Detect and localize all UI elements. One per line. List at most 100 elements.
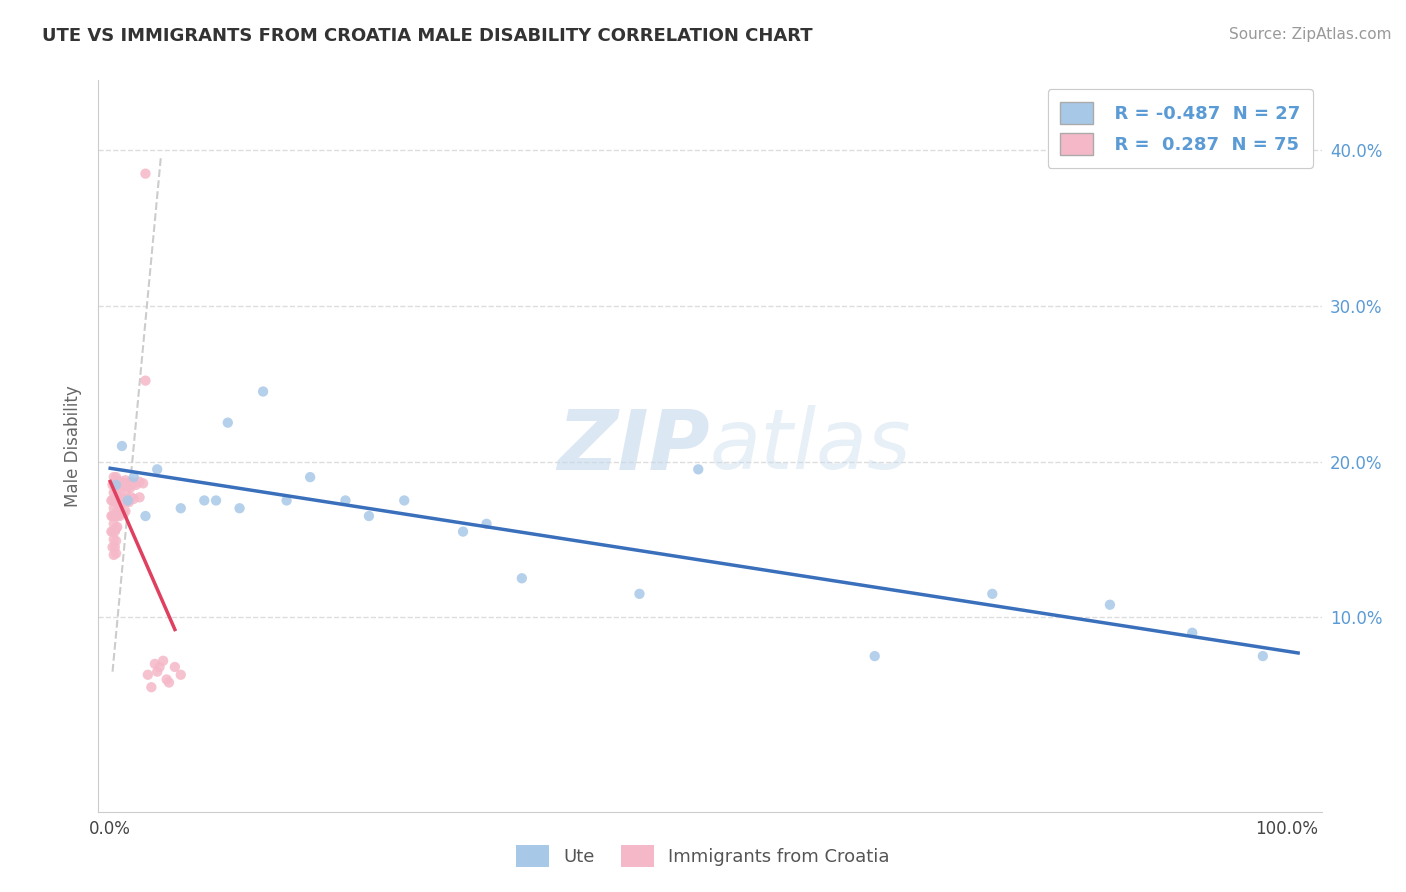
Point [104,540,127,554]
Point [105,495,128,509]
Point [105,520,128,534]
Point [104,493,127,508]
Point [193,493,215,508]
Point [170,501,193,516]
Point [108,478,131,492]
Point [100,509,122,524]
Point [122,470,145,484]
Point [299,470,322,484]
Point [1181,625,1204,640]
Point [170,667,193,681]
Legend:   R = -0.487  N = 27,   R =  0.287  N = 75: R = -0.487 N = 27, R = 0.287 N = 75 [1047,89,1313,168]
Point [104,509,127,524]
Point [103,516,125,531]
Point [112,478,135,492]
Point [688,462,710,476]
Point [112,495,135,509]
Point [101,509,124,524]
Point [1251,649,1274,664]
Point [105,473,128,487]
Point [107,491,129,506]
Point [111,439,134,453]
Point [122,476,145,491]
Point [134,509,156,524]
Point [114,489,136,503]
Point [118,479,141,493]
Point [105,509,128,524]
Y-axis label: Male Disability: Male Disability [65,385,83,507]
Point [146,462,169,476]
Text: Source: ZipAtlas.com: Source: ZipAtlas.com [1229,27,1392,42]
Point [114,504,136,518]
Point [105,478,128,492]
Point [104,478,127,492]
Point [136,667,159,681]
Point [163,660,186,674]
Point [112,493,135,508]
Point [128,475,150,489]
Point [110,497,132,511]
Point [392,493,416,508]
Point [120,491,142,505]
Point [981,587,1004,601]
Point [128,491,150,505]
Point [103,548,125,562]
Point [112,479,135,493]
Point [111,475,134,489]
Point [451,524,474,539]
Point [141,680,163,694]
Point [152,654,174,668]
Text: UTE VS IMMIGRANTS FROM CROATIA MALE DISABILITY CORRELATION CHART: UTE VS IMMIGRANTS FROM CROATIA MALE DISA… [42,27,813,45]
Point [105,533,128,548]
Point [105,470,128,484]
Point [156,673,179,687]
Point [107,508,129,522]
Point [105,489,128,503]
Point [205,493,228,508]
Point [103,470,125,484]
Point [108,509,131,524]
Point [149,660,172,674]
Point [157,675,180,690]
Point [252,384,274,399]
Point [357,509,380,524]
Point [115,491,138,506]
Point [115,476,138,491]
Point [111,506,134,520]
Point [100,493,122,508]
Point [111,491,134,505]
Point [114,473,136,487]
Point [335,493,357,508]
Point [628,587,651,601]
Point [101,478,124,492]
Point [104,524,127,539]
Point [510,571,533,585]
Point [217,416,239,430]
Point [122,491,145,506]
Point [134,167,156,181]
Point [105,521,128,535]
Point [117,493,139,508]
Point [143,657,166,671]
Point [134,374,156,388]
Point [103,485,125,500]
Point [108,493,131,508]
Point [117,478,139,492]
Point [103,533,125,547]
Legend: Ute, Immigrants from Croatia: Ute, Immigrants from Croatia [509,838,897,874]
Point [117,493,139,508]
Text: ZIP: ZIP [557,406,710,486]
Point [101,524,124,539]
Point [120,475,142,489]
Point [1098,598,1121,612]
Point [101,493,124,508]
Point [475,516,498,531]
Point [228,501,250,516]
Point [107,476,129,491]
Point [110,481,132,495]
Point [276,493,298,508]
Point [105,483,128,497]
Point [100,524,122,539]
Point [120,481,142,495]
Point [863,649,886,664]
